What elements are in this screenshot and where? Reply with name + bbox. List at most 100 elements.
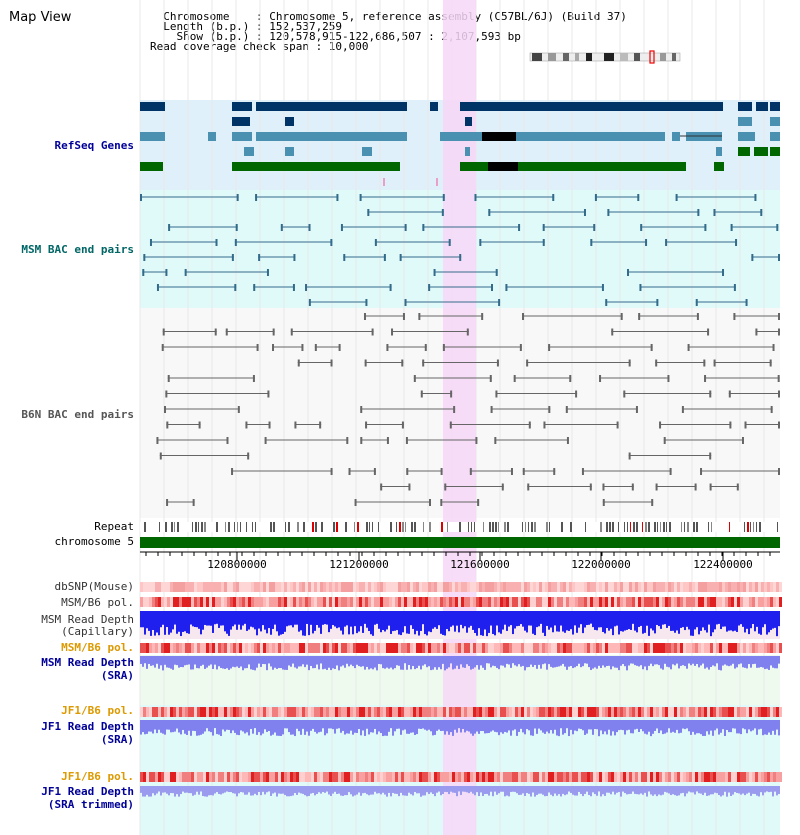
b6n-bac-pair-end [513,375,516,382]
msm-bac-pair-end [704,224,707,231]
depth-bar-jf1-sra [412,720,414,733]
gene-feature [714,162,724,171]
depth-bar-msm-capillary [382,611,384,631]
heat-cell [710,582,713,592]
ideogram-band [575,53,579,61]
heat-cell [377,707,380,717]
b6n-bac-pair-end [575,390,578,398]
depth-bar-jf1-sra [768,720,770,733]
depth-bar-jf1-sra [280,720,282,736]
heat-cell [509,597,512,607]
heat-cell [485,643,488,653]
heat-cell [341,772,344,782]
heat-cell [671,772,674,782]
gene-feature [208,132,216,141]
heat-cell [341,643,344,653]
heat-cell [677,707,680,717]
heat-cell [398,643,401,653]
heat-cell [152,772,155,782]
depth-bar-msm-sra [664,656,666,664]
b6n-bac-pair-end [623,390,626,398]
msm-bac-pair-end [305,284,308,291]
depth-bar-jf1-trimmed [328,786,330,795]
depth-bar-msm-capillary [556,611,558,632]
heat-cell [557,707,560,717]
depth-bar-msm-sra [364,656,366,670]
depth-bar-msm-sra [486,656,488,664]
depth-bar-msm-sra [470,656,472,670]
depth-bar-msm-sra [206,656,208,668]
heat-cell [746,582,749,592]
heat-cell [224,772,227,782]
heat-cell [293,597,296,607]
depth-bar-msm-capillary [318,611,320,628]
heat-cell [254,597,257,607]
depth-bar-jf1-trimmed [198,786,200,795]
msm-bac-end-pairs[interactable] [140,194,780,306]
depth-bar-jf1-sra [326,720,328,734]
depth-bar-jf1-trimmed [266,786,268,793]
depth-bar-jf1-trimmed [558,786,560,795]
heat-cell [227,643,230,653]
depth-bar-jf1-trimmed [468,786,470,794]
msm-depth-sra-label: MSM Read Depth [41,656,134,669]
depth-bar-msm-capillary [698,611,700,635]
heat-cell [284,707,287,717]
heat-cell [179,707,182,717]
depth-bar-jf1-trimmed [626,786,628,795]
depth-bar-jf1-sra [186,720,188,736]
jf1-b6-pol-track-label: JF1/B6 pol. [61,704,134,717]
heat-cell [551,643,554,653]
depth-bar-msm-capillary [696,611,698,628]
depth-bar-msm-sra [576,656,578,667]
b6n-bac-pair-end [778,390,780,398]
heat-cell [155,597,158,607]
depth-bar-msm-sra [472,656,474,669]
depth-bar-jf1-trimmed [588,786,590,795]
heat-cell [776,707,779,717]
chromosome-ideogram[interactable] [529,50,681,64]
gene-feature [756,102,768,111]
heat-cell [413,707,416,717]
depth-bar-jf1-trimmed [512,786,514,792]
heat-cell [734,707,737,717]
heat-cell [725,707,728,717]
heat-cell [674,707,677,717]
heat-cell [698,772,701,782]
heat-cell [155,643,158,653]
heat-cell [656,707,659,717]
refseq-gene-features[interactable] [140,102,780,186]
gene-feature [738,117,752,126]
repeat-element [525,522,526,532]
depth-bar-msm-sra [736,656,738,668]
depth-bar-jf1-sra [478,720,480,734]
msm-bac-pair-end [627,269,630,276]
depth-bar-jf1-sra [688,720,690,732]
heat-cell [386,643,389,653]
heat-cell [194,772,197,782]
depth-bar-msm-capillary [604,611,606,634]
repeat-element [507,522,509,532]
heat-cell [590,582,593,592]
depth-bar-jf1-trimmed [580,786,582,794]
gene-feature [738,147,750,156]
heat-cell [689,772,692,782]
b6n-bac-end-pairs[interactable] [156,313,780,506]
heat-cell [188,772,191,782]
heat-cell [608,643,611,653]
heat-cell [503,582,506,592]
heat-cell [293,643,296,653]
heat-cell [656,582,659,592]
depth-bar-msm-capillary [490,611,492,626]
depth-bar-msm-capillary [704,611,706,631]
gene-feature [285,117,294,126]
depth-bar-msm-capillary [408,611,410,634]
heat-cell [452,597,455,607]
depth-bar-msm-capillary [548,611,550,630]
repeat-element [684,522,685,532]
depth-bar-jf1-sra [268,720,270,731]
heat-cell [314,597,317,607]
depth-bar-jf1-sra [756,720,758,735]
heat-cell [452,772,455,782]
